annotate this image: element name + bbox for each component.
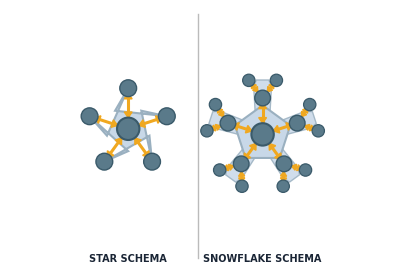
Polygon shape	[218, 111, 224, 117]
Polygon shape	[286, 123, 292, 130]
Polygon shape	[280, 178, 287, 182]
Polygon shape	[238, 172, 245, 176]
Circle shape	[270, 74, 282, 87]
Polygon shape	[218, 108, 223, 113]
Circle shape	[236, 180, 248, 192]
Polygon shape	[139, 120, 145, 127]
Polygon shape	[135, 138, 141, 145]
Circle shape	[220, 115, 236, 131]
Circle shape	[233, 156, 249, 172]
Polygon shape	[276, 111, 316, 136]
Circle shape	[158, 108, 175, 125]
Polygon shape	[250, 143, 256, 150]
Circle shape	[213, 164, 226, 176]
Polygon shape	[215, 125, 220, 130]
Polygon shape	[115, 138, 121, 145]
Polygon shape	[228, 164, 234, 170]
Polygon shape	[302, 108, 307, 113]
Polygon shape	[124, 93, 132, 99]
Polygon shape	[269, 83, 274, 89]
Polygon shape	[273, 125, 280, 133]
Polygon shape	[269, 143, 276, 150]
Polygon shape	[259, 118, 267, 123]
Polygon shape	[297, 165, 302, 171]
Polygon shape	[143, 151, 149, 158]
Circle shape	[300, 164, 312, 176]
Polygon shape	[310, 125, 314, 131]
Polygon shape	[305, 125, 310, 130]
Circle shape	[277, 180, 290, 192]
Polygon shape	[267, 87, 272, 92]
Polygon shape	[111, 120, 118, 127]
Circle shape	[81, 108, 98, 125]
Polygon shape	[225, 144, 258, 182]
Polygon shape	[244, 153, 250, 160]
Polygon shape	[267, 144, 300, 182]
Polygon shape	[107, 151, 114, 158]
Polygon shape	[239, 178, 245, 182]
Circle shape	[96, 153, 113, 170]
Polygon shape	[251, 83, 256, 89]
Circle shape	[201, 125, 213, 137]
Circle shape	[304, 99, 316, 111]
Polygon shape	[156, 116, 162, 123]
Polygon shape	[259, 103, 267, 109]
Circle shape	[251, 123, 274, 146]
Polygon shape	[235, 105, 290, 158]
Text: STAR SCHEMA: STAR SCHEMA	[89, 254, 167, 264]
Polygon shape	[233, 123, 239, 130]
Polygon shape	[245, 125, 252, 133]
Polygon shape	[253, 87, 258, 92]
Circle shape	[312, 125, 324, 137]
Polygon shape	[302, 111, 307, 117]
Polygon shape	[223, 165, 229, 171]
Polygon shape	[209, 111, 249, 136]
Circle shape	[120, 80, 136, 97]
Polygon shape	[235, 105, 290, 158]
Circle shape	[290, 115, 305, 131]
Polygon shape	[275, 153, 281, 160]
Circle shape	[209, 99, 222, 111]
Polygon shape	[124, 112, 132, 118]
Circle shape	[276, 156, 292, 172]
Polygon shape	[292, 164, 297, 170]
Polygon shape	[254, 80, 272, 118]
Circle shape	[255, 90, 270, 106]
Text: SNOWFLAKE SCHEMA: SNOWFLAKE SCHEMA	[203, 254, 322, 264]
Polygon shape	[210, 125, 216, 131]
Circle shape	[117, 118, 139, 140]
Polygon shape	[89, 88, 167, 162]
Circle shape	[144, 153, 161, 170]
Polygon shape	[94, 116, 101, 123]
Circle shape	[243, 74, 255, 87]
Polygon shape	[280, 172, 287, 176]
